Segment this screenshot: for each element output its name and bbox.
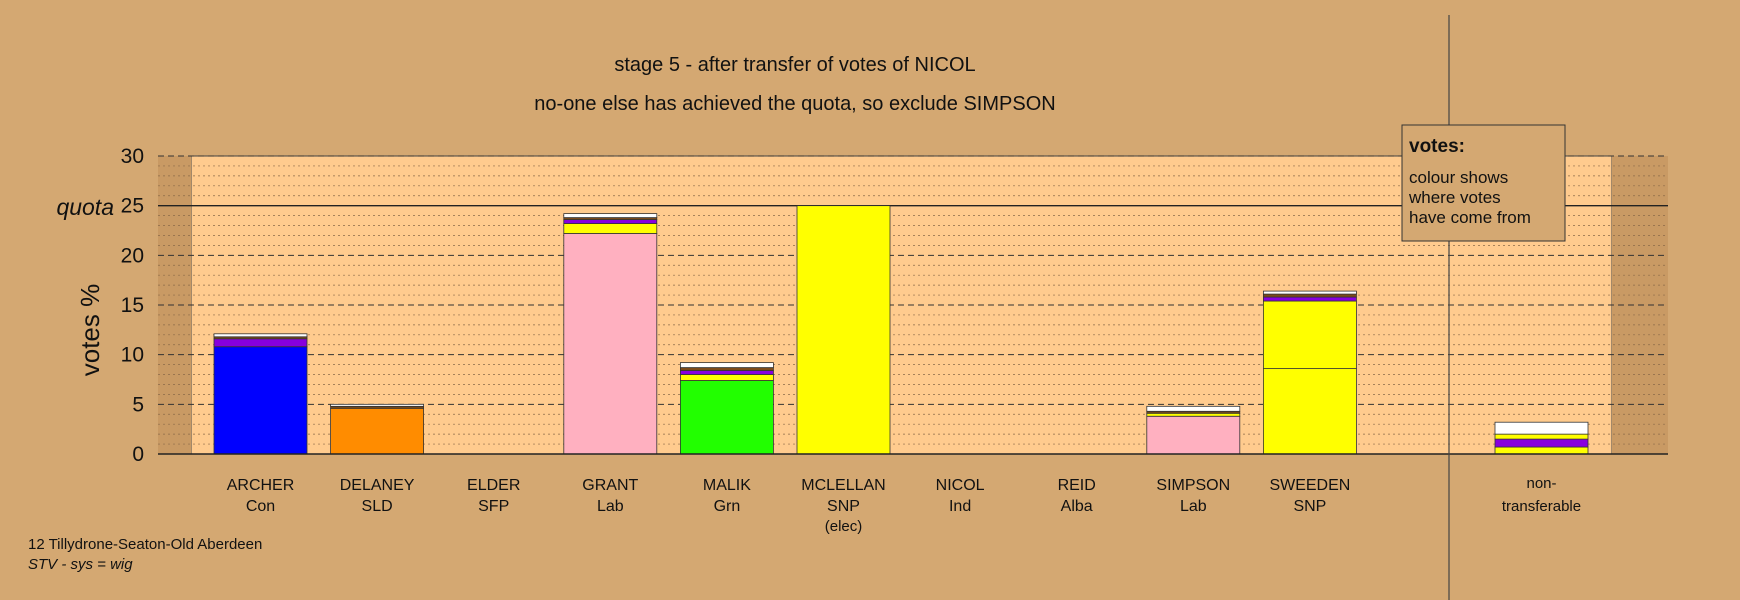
candidate-party-label: SNP [827,498,860,515]
bar-delaney [330,403,425,455]
candidate-party-label: SFP [478,498,509,515]
bar-segment [1146,412,1241,417]
legend-line-3: have come from [1409,208,1531,227]
bar-segment [1146,415,1241,455]
candidate-name-label: MALIK [703,477,751,494]
bar-mclellan [796,205,891,455]
bar-segment [1146,405,1241,412]
y-tick-label: 25 [121,195,144,218]
candidate-party-label: Ind [949,498,971,515]
candidate-name-label: DELANEY [340,477,415,494]
candidate-name-label: ARCHER [227,477,295,494]
footer-constituency: 12 Tillydrone-Seaton-Old Aberdeen [28,536,262,553]
y-tick-label: 5 [132,393,144,416]
candidate-party-label: SLD [362,498,393,515]
bar-segment [1494,433,1589,440]
bar-segment [796,205,891,455]
bar-segment [563,233,658,455]
candidate-party-label: Lab [597,498,624,515]
bar-malik [680,362,774,455]
bar-segment [680,370,774,375]
legend-line-1: colour shows [1409,168,1508,187]
bar-segment [1263,300,1357,369]
bar-segment [680,374,774,381]
bar-segment [1494,446,1589,455]
candidate-party-label: SNP [1293,498,1326,515]
bar-sweeden [1263,290,1357,455]
bar-segment [680,367,774,371]
bar-segment [680,380,774,455]
bar-segment [213,333,308,338]
bar-grant [563,213,658,455]
candidate-name-label: REID [1058,477,1096,494]
bar-archer [213,333,308,455]
bar-segment [213,346,308,455]
bar-simpson [1146,405,1241,455]
nontransferable-label-1: non- [1526,475,1556,492]
candidate-party-label: Con [246,498,275,515]
footer-system: STV - sys = wig [28,556,133,573]
bars [213,205,1589,455]
candidate-name-label: SIMPSON [1156,477,1230,494]
y-axis-label: votes % [75,284,105,377]
legend-line-2: where votes [1408,188,1501,207]
candidate-party-label: Lab [1180,498,1207,515]
candidate-note-label: (elec) [825,518,863,535]
bar-segment [680,362,774,368]
chart-subtitle: no-one else has achieved the quota, so e… [534,93,1055,115]
legend-box: votes: colour shows where votes have com… [1401,124,1566,242]
candidate-name-label: NICOL [936,477,985,494]
nontransferable-label-2: transferable [1502,498,1581,515]
bar-segment [1263,296,1357,302]
bar-segment [1494,438,1589,448]
bar-segment [563,213,658,218]
bar-nontransferable [1494,421,1589,455]
legend-title: votes: [1409,136,1465,157]
candidate-name-label: GRANT [582,477,638,494]
bar-segment [330,407,425,455]
y-tick-label: 15 [121,294,144,317]
candidate-name-label: ELDER [467,477,520,494]
candidate-party-label: Grn [714,498,741,515]
bar-segment [1494,421,1589,435]
candidate-party-label: Alba [1061,498,1093,515]
y-tick-label: 0 [132,443,144,466]
bar-segment [563,219,658,224]
y-tick-label: 20 [121,244,144,267]
y-tick-label: 10 [121,344,144,367]
bar-segment [213,338,308,348]
bar-segment [1263,293,1357,298]
candidate-name-label: SWEEDEN [1269,477,1350,494]
bar-segment [330,403,425,407]
bar-segment [1263,368,1357,455]
bar-segment [1263,290,1357,295]
quota-label: quota [56,194,114,220]
y-tick-label: 30 [121,145,144,168]
candidate-name-label: MCLELLAN [801,477,885,494]
chart-title: stage 5 - after transfer of votes of NIC… [614,54,975,76]
axes: 0 5 10 15 20 25 30 ARCHER Con DELANEY SLD ELDER SFP G… [121,15,1668,600]
bar-segment [563,223,658,234]
